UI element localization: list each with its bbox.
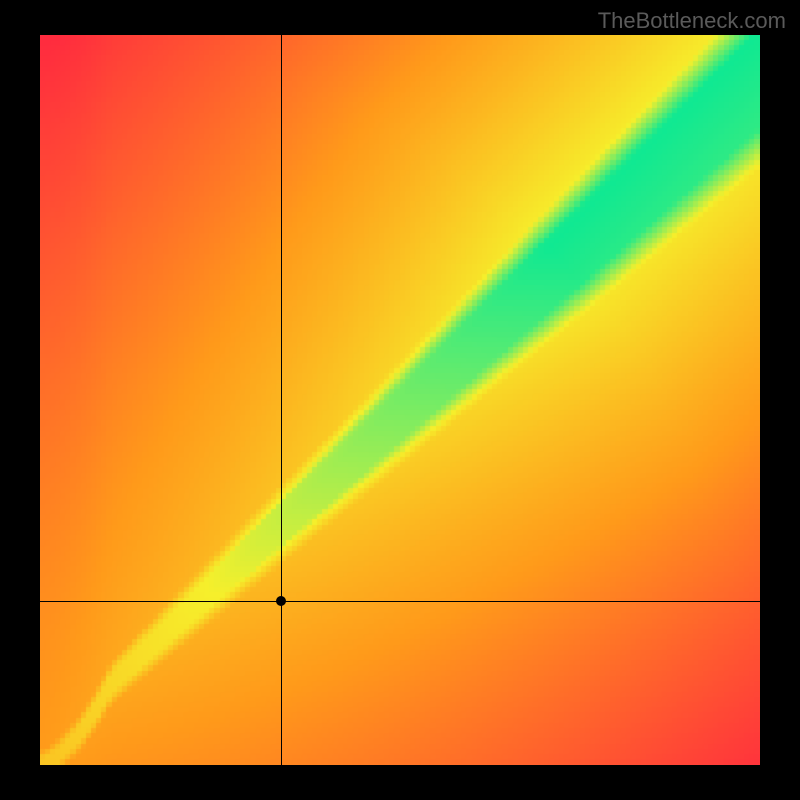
heatmap-plot [40, 35, 760, 765]
crosshair-marker [276, 596, 286, 606]
watermark-label: TheBottleneck.com [598, 8, 786, 34]
crosshair-horizontal [40, 601, 760, 602]
heatmap-canvas [40, 35, 760, 765]
crosshair-vertical [281, 35, 282, 765]
chart-container: TheBottleneck.com [0, 0, 800, 800]
